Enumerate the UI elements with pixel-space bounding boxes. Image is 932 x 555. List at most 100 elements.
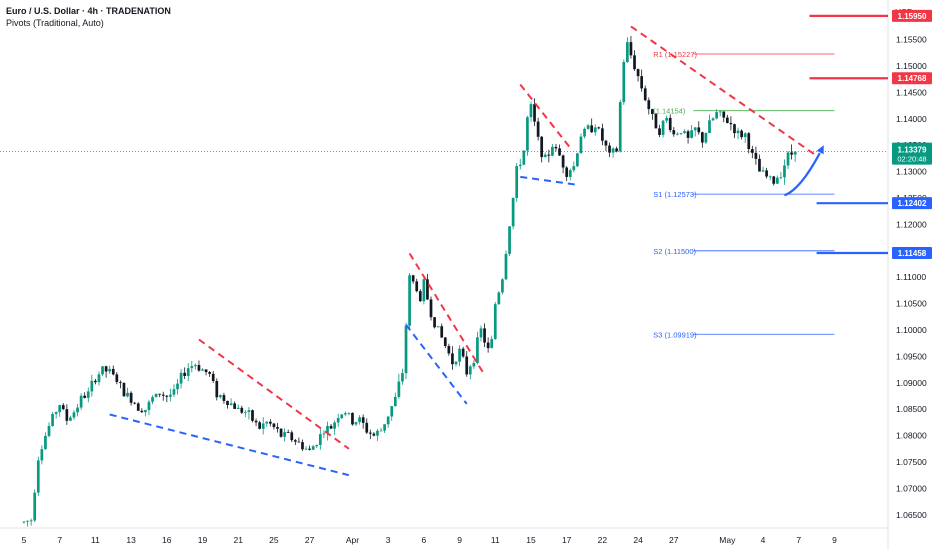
candle [404, 325, 408, 374]
candle [226, 400, 229, 405]
y-tick-label: 1.13000 [896, 167, 927, 177]
candle [126, 392, 129, 397]
candle [654, 113, 658, 129]
candle [233, 403, 237, 409]
candle [283, 432, 286, 437]
candle [536, 121, 540, 137]
x-tick-label: 22 [598, 535, 608, 545]
candle [468, 366, 472, 375]
projection-arrowhead [816, 145, 824, 155]
candle [783, 165, 786, 178]
candle [229, 403, 233, 405]
candle [119, 381, 122, 383]
candle [608, 145, 611, 153]
x-tick-label: 27 [669, 535, 679, 545]
candle [36, 460, 40, 493]
indicator-label[interactable]: Pivots (Traditional, Auto) [6, 18, 104, 28]
y-tick-label: 1.11000 [896, 272, 926, 282]
pivot-label-p: (1.14154) [653, 107, 686, 116]
x-tick-label: 19 [198, 535, 208, 545]
candle [408, 275, 411, 326]
candle [790, 152, 793, 155]
candle [700, 132, 704, 143]
candle [501, 279, 504, 293]
candle [268, 421, 272, 424]
candle [529, 104, 533, 118]
candle [715, 112, 718, 119]
y-tick-label: 1.10500 [896, 299, 927, 309]
candle [297, 441, 301, 443]
y-tick-label: 1.10000 [896, 325, 927, 335]
candle [72, 412, 76, 418]
candle [101, 366, 104, 375]
candle [750, 149, 754, 153]
candle [183, 372, 187, 376]
candle [79, 395, 83, 408]
trendline-red [630, 25, 818, 157]
x-tick-label: 11 [91, 535, 100, 545]
candle [133, 402, 137, 404]
candle [111, 368, 115, 375]
candle [543, 154, 547, 158]
candle [518, 164, 522, 167]
y-tick-label: 1.15000 [896, 61, 927, 71]
candle [90, 380, 94, 392]
candle [272, 423, 276, 428]
candle [365, 422, 369, 433]
candle [597, 127, 601, 129]
candle [115, 374, 119, 382]
candle [733, 124, 736, 134]
candle [522, 150, 526, 165]
candle [604, 140, 608, 146]
candle [690, 130, 693, 138]
candle [686, 131, 690, 138]
candle [418, 291, 422, 302]
x-tick-label: 21 [233, 535, 243, 545]
candle [775, 177, 779, 184]
candle [76, 407, 79, 413]
x-tick-label: 24 [633, 535, 643, 545]
candle [276, 427, 279, 429]
current-price-label: 1.13379 [898, 146, 927, 155]
candle [140, 410, 144, 413]
candle [722, 111, 726, 118]
candle [383, 424, 386, 431]
level-price-badge [892, 197, 932, 210]
candle [194, 365, 197, 367]
candle [558, 148, 561, 156]
candle [265, 421, 269, 424]
candle [354, 422, 358, 425]
candle [86, 391, 90, 398]
candle [461, 348, 465, 357]
candle [511, 197, 515, 227]
candle [204, 369, 208, 373]
candle [29, 520, 33, 522]
candle [693, 127, 697, 131]
candle [176, 383, 179, 390]
candle [590, 125, 594, 133]
candle [65, 409, 69, 421]
candle [58, 405, 62, 413]
candle [236, 407, 240, 409]
candle [683, 131, 686, 134]
candle [611, 148, 615, 153]
trendline-blue [520, 175, 578, 186]
candle [758, 158, 761, 172]
candle [551, 146, 554, 156]
candle [665, 117, 669, 121]
candle [372, 433, 376, 436]
candle [493, 304, 497, 339]
candle [679, 133, 683, 134]
candle [293, 440, 297, 442]
current-price-badge [892, 142, 932, 165]
symbol-title[interactable]: Euro / U.S. Dollar · 4h · TRADENATION [6, 6, 171, 16]
candle [129, 392, 133, 403]
candle [54, 412, 58, 414]
candle [718, 111, 722, 113]
candle [697, 127, 701, 133]
candle [640, 76, 644, 89]
candle [651, 109, 654, 114]
trendline-blue [109, 413, 350, 477]
